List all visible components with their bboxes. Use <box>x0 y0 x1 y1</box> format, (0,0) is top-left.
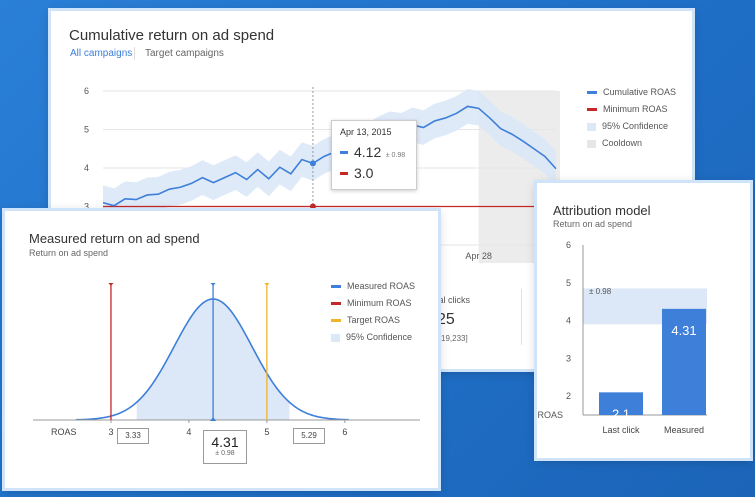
legend-label: 95% Confidence <box>346 332 413 342</box>
cumulative-roas-line <box>102 105 557 207</box>
attribution-title: Attribution model <box>553 203 651 218</box>
tooltip-min-value: 3.0 <box>354 165 374 181</box>
roas-distribution-chart: 3 4 5 6 ROAS <box>33 283 420 437</box>
tooltip-roas-ci: ± 0.98 <box>385 152 406 159</box>
measured-value: 4.31 <box>211 434 239 450</box>
y-tick-label: 5 <box>566 278 571 288</box>
tooltip-date: Apr 13, 2015 <box>340 127 392 137</box>
hover-tooltip: Apr 13, 2015 4.12 ± 0.98 3.0 <box>331 120 417 190</box>
y-tick-label: 6 <box>566 240 571 250</box>
legend-swatch <box>331 333 340 342</box>
total-clicks-label: ntal clicks <box>431 295 471 305</box>
x-tick-label: 6 <box>342 427 347 437</box>
x-axis-label: ROAS <box>51 427 77 437</box>
legend-swatch <box>331 302 341 306</box>
stat-divider <box>521 289 522 345</box>
total-clicks-value: 25 <box>437 311 455 328</box>
x-tick-label: 4 <box>186 427 191 437</box>
bar <box>599 392 643 415</box>
legend-swatch <box>331 285 341 289</box>
cumulative-roas-title: Cumulative return on ad spend <box>69 27 275 44</box>
tab-target-campaigns[interactable]: Target campaigns <box>145 48 224 59</box>
y-tick-label: 4 <box>84 163 89 173</box>
tab-separator <box>134 47 135 60</box>
legend-label: Target ROAS <box>347 315 401 325</box>
lower-bound-label: 3.33 <box>117 428 149 444</box>
x-tick-label: Apr 28 <box>465 251 492 261</box>
legend-swatch <box>587 108 597 112</box>
legend-swatch <box>587 122 596 131</box>
hover-point-roas <box>309 160 316 167</box>
band-label: ± 0.98 <box>589 287 612 296</box>
bar-value-label: 4.31 <box>671 323 696 338</box>
legend-label: 95% Confidence <box>602 121 669 131</box>
measured-roas-base-marker <box>210 417 217 421</box>
y-axis-label: ROAS <box>537 410 563 420</box>
y-tick-label: 3 <box>566 353 571 363</box>
legend-measured-roas: Measured ROAS <box>331 281 415 291</box>
legend-cumulative-roas: Cumulative ROAS <box>587 87 676 97</box>
y-tick-label: 6 <box>84 86 89 96</box>
legend-label: Minimum ROAS <box>603 104 668 114</box>
legend-label: Measured ROAS <box>347 281 416 291</box>
measured-roas-subtitle: Return on ad spend <box>29 248 109 258</box>
confidence-band <box>103 89 556 224</box>
attribution-bar-chart: 2 3 4 5 6 ROAS 2.1 Last click 4.31 Measured <box>537 240 707 435</box>
legend-label: Cumulative ROAS <box>603 87 677 97</box>
target-roas-marker-cap <box>264 283 270 286</box>
bar <box>662 308 706 415</box>
tooltip-roas-value: 4.12 <box>354 144 382 160</box>
measured-value-box: 4.31 ± 0.98 <box>203 430 247 464</box>
upper-bound-label: 5.29 <box>293 428 325 444</box>
tooltip-min-row: 3.0 <box>340 165 373 183</box>
tooltip-roas-row: 4.12 ± 0.98 <box>340 144 405 162</box>
tooltip-min-swatch <box>340 172 348 176</box>
legend-label: Minimum ROAS <box>347 298 412 308</box>
y-tick-label: 5 <box>84 125 89 135</box>
category-label: Measured <box>664 425 704 435</box>
y-tick-label: 2 <box>566 391 571 401</box>
legend-minimum-roas: Minimum ROAS <box>331 298 412 308</box>
tooltip-roas-swatch <box>340 151 348 155</box>
legend-swatch <box>587 139 596 148</box>
total-clicks-range: 19,233] <box>441 334 468 343</box>
minimum-roas-marker-cap <box>108 283 114 286</box>
legend-swatch <box>587 91 597 95</box>
legend-95-confidence: 95% Confidence <box>331 332 412 342</box>
tab-all-campaigns[interactable]: All campaigns <box>70 48 133 59</box>
y-tick-label: 4 <box>566 316 571 326</box>
attribution-model-card: Attribution model Return on ad spend 2 3 4… <box>537 183 750 458</box>
x-tick-label: 3 <box>108 427 113 437</box>
legend-target-roas: Target ROAS <box>331 315 400 325</box>
bar-value-label: 2.1 <box>612 406 630 421</box>
x-tick-label: 5 <box>264 427 269 437</box>
hover-point-minimum <box>309 203 316 210</box>
attribution-subtitle: Return on ad spend <box>553 219 633 229</box>
measured-roas-title: Measured return on ad spend <box>29 231 200 246</box>
legend-cooldown: Cooldown <box>587 138 642 148</box>
measured-roas-marker-cap <box>210 283 216 286</box>
y-tick-label: 3 <box>84 202 89 212</box>
legend-label: Cooldown <box>602 138 643 148</box>
legend-swatch <box>331 319 341 323</box>
legend-minimum-roas: Minimum ROAS <box>587 104 668 114</box>
measured-ci: ± 0.98 <box>215 450 235 457</box>
distribution-curve <box>75 298 349 421</box>
category-label: Last click <box>602 425 640 435</box>
legend-95-confidence: 95% Confidence <box>587 121 668 131</box>
measured-roas-card: Measured return on ad spend Return on ad… <box>5 211 438 488</box>
